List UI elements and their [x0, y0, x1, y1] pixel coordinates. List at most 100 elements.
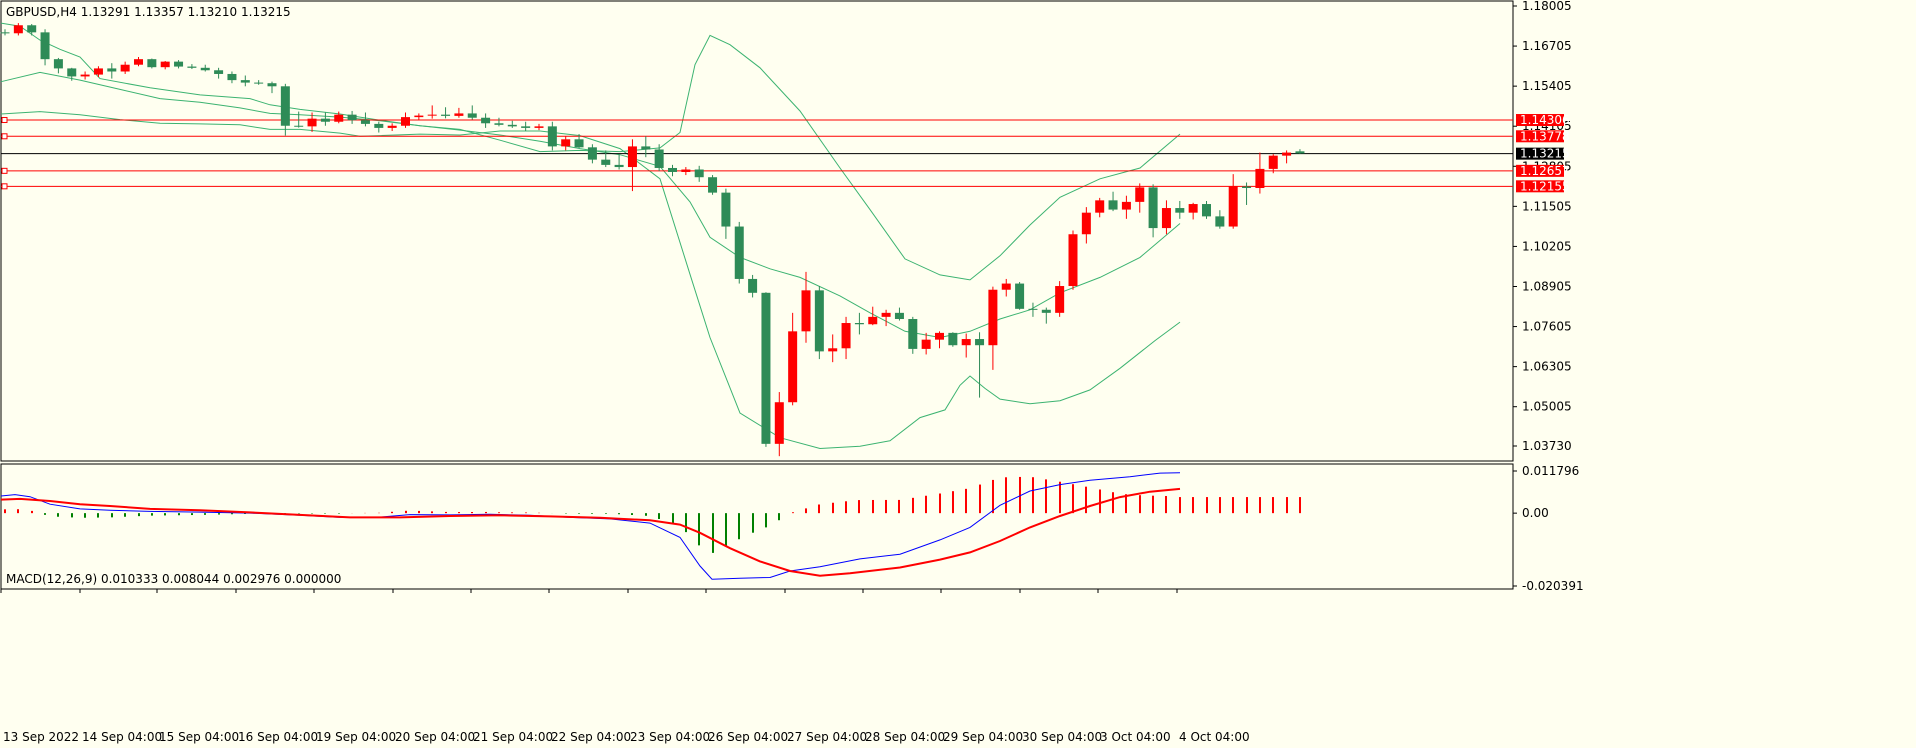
current-price-label: 1.13215: [1520, 147, 1570, 161]
level-handle-icon: [1, 133, 8, 140]
bull-candle: [681, 169, 691, 172]
bull-candle: [1161, 208, 1171, 229]
bear-candle: [761, 292, 771, 444]
time-tick-label: 29 Sep 04:00: [943, 730, 1023, 744]
bull-candle: [13, 25, 23, 34]
bear-candle: [975, 339, 985, 346]
bull-candle: [921, 339, 931, 349]
price-tick-label: 1.08905: [1522, 279, 1572, 293]
bear-candle: [1242, 186, 1252, 189]
price-tick-label: 1.11505: [1522, 199, 1572, 213]
time-tick-label: 23 Sep 04:00: [630, 730, 710, 744]
time-tick-label: 16 Sep 04:00: [238, 730, 318, 744]
bear-candle: [1295, 151, 1305, 154]
macd-title: MACD(12,26,9) 0.010333 0.008044 0.002976…: [6, 572, 341, 586]
macd-panel: [0, 472, 1301, 580]
bull-candle: [1268, 155, 1278, 169]
time-tick-label: 30 Sep 04:00: [1022, 730, 1102, 744]
bull-candle: [1228, 186, 1238, 227]
bull-candle: [134, 59, 143, 65]
time-tick-label: 28 Sep 04:00: [865, 730, 945, 744]
bull-candle: [1095, 200, 1105, 213]
bull-candle: [1081, 212, 1091, 235]
bull-candle: [627, 146, 637, 168]
macd-panel-border: [0, 463, 1514, 590]
bear-candle: [641, 146, 651, 150]
price-tick-label: 1.18005: [1522, 0, 1572, 13]
time-tick-label: 19 Sep 04:00: [316, 730, 396, 744]
price-tick-label: 1.15405: [1522, 79, 1572, 93]
bear-candle: [494, 123, 504, 125]
bull-candle: [935, 332, 944, 340]
bull-candle: [1121, 201, 1131, 210]
bull-candle: [774, 402, 784, 444]
bull-candle: [1188, 204, 1198, 213]
bear-candle: [280, 86, 290, 126]
bear-candle: [67, 68, 77, 77]
bull-candle: [307, 118, 317, 127]
bull-candle: [1001, 283, 1011, 290]
bear-candle: [1215, 216, 1225, 227]
bear-candle: [1028, 308, 1038, 310]
bear-candle: [227, 73, 237, 81]
bollinger-middle-line: [0, 71, 1181, 339]
time-tick-label: 15 Sep 04:00: [159, 730, 239, 744]
time-tick-label: 27 Sep 04:00: [787, 730, 867, 744]
bear-candle: [27, 25, 37, 33]
bull-candle: [1255, 168, 1265, 189]
bear-candle: [654, 149, 664, 168]
chart-title: GBPUSD,H4 1.13291 1.13357 1.13210 1.1321…: [6, 5, 291, 19]
time-tick-label: 13 Sep 2022: [3, 730, 79, 744]
bear-candle: [347, 114, 357, 121]
level-label: 1.12155: [1520, 179, 1570, 193]
time-tick-label: 4 Oct 04:00: [1179, 730, 1250, 744]
level-label: 1.13778: [1520, 129, 1570, 143]
bear-candle: [441, 114, 451, 116]
bear-candle: [467, 113, 477, 118]
level-handle-icon: [1, 183, 8, 190]
bull-candle: [1135, 187, 1145, 202]
time-tick-label: 26 Sep 04:00: [708, 730, 788, 744]
bull-candle: [561, 139, 571, 147]
price-tick-label: 1.07605: [1522, 320, 1572, 334]
price-tick-label: 1.05005: [1522, 400, 1572, 414]
bull-candle: [427, 114, 437, 116]
macd-tick-label: 0.011796: [1522, 464, 1579, 478]
bull-candle: [160, 61, 170, 68]
level-label-box: [1516, 114, 1564, 127]
price-tick-label: 1.03730: [1522, 439, 1572, 453]
bull-candle: [988, 289, 998, 346]
bear-candle: [214, 70, 224, 74]
bull-candle: [881, 312, 891, 317]
bull-candle: [1068, 234, 1078, 287]
bull-candle: [401, 117, 410, 126]
price-tick-label: 1.16705: [1522, 39, 1572, 53]
bear-candle: [601, 159, 611, 165]
level-label-box: [1516, 130, 1564, 143]
bull-candle: [1282, 152, 1292, 156]
bear-candle: [668, 167, 677, 172]
level-label: 1.12657: [1520, 164, 1570, 178]
bear-candle: [854, 323, 864, 325]
bear-candle: [0, 32, 10, 34]
bollinger-upper-line: [0, 22, 1181, 281]
level-handle-icon: [1, 167, 8, 174]
macd-line: [0, 472, 1181, 580]
bull-candle: [120, 64, 130, 72]
bear-candle: [894, 312, 904, 320]
price-tick-label: 1.06305: [1522, 360, 1572, 374]
bear-candle: [147, 59, 157, 68]
level-label: 1.14306: [1520, 113, 1570, 127]
bear-candle: [53, 59, 63, 69]
bull-candle: [828, 348, 838, 352]
bear-candle: [360, 120, 370, 124]
bull-candle: [454, 113, 464, 116]
bear-candle: [240, 80, 250, 83]
time-tick-label: 20 Sep 04:00: [395, 730, 475, 744]
bull-candle: [534, 126, 544, 128]
bear-candle: [107, 68, 117, 72]
time-tick-label: 3 Oct 04:00: [1100, 730, 1171, 744]
bull-candle: [841, 323, 851, 349]
signal-line: [0, 487, 1181, 577]
